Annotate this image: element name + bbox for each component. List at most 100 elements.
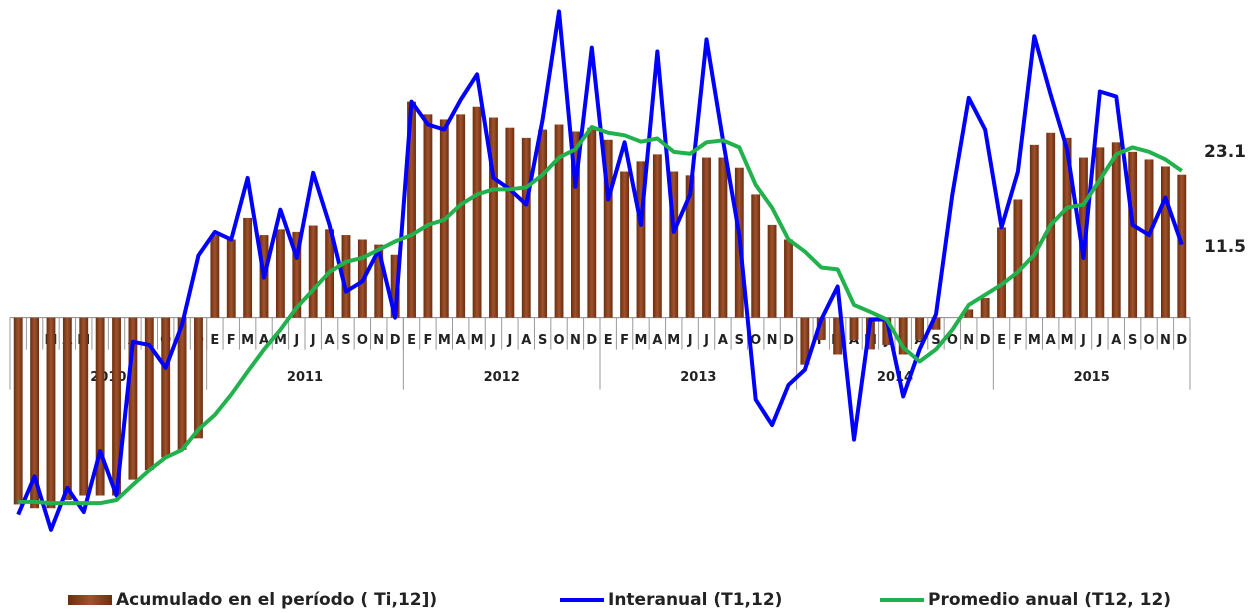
- x-tick-label: J: [310, 333, 316, 348]
- legend-label: Interanual (T1,12): [608, 590, 782, 610]
- x-tick-label: O: [947, 333, 958, 348]
- bar: [997, 227, 1006, 318]
- x-tick-label: M: [471, 333, 484, 348]
- year-label: 2012: [484, 370, 520, 385]
- x-tick-label: M: [241, 333, 254, 348]
- x-tick-label: E: [604, 333, 613, 348]
- x-tick-label: M: [438, 333, 451, 348]
- x-tick-label: D: [586, 333, 597, 348]
- x-tick-label: S: [1128, 333, 1137, 348]
- bar: [702, 157, 711, 318]
- bar: [210, 235, 220, 318]
- bar: [1177, 174, 1187, 318]
- bar: [62, 317, 72, 500]
- bar: [128, 317, 138, 480]
- x-tick-label: N: [767, 333, 778, 348]
- x-tick-label: N: [963, 333, 974, 348]
- bar: [784, 239, 793, 318]
- x-tick-label: M: [274, 333, 287, 348]
- bar: [505, 127, 515, 318]
- x-tick-label: A: [915, 333, 925, 348]
- bar: [95, 317, 105, 496]
- bar: [292, 231, 302, 318]
- bar: [30, 317, 40, 509]
- bar: [1160, 166, 1170, 318]
- bar: [800, 317, 810, 365]
- line: [16, 9, 1184, 532]
- x-tick-label: J: [703, 333, 709, 348]
- x-tick-label: J: [506, 333, 512, 348]
- year-label: 2010: [90, 370, 126, 385]
- bar: [456, 114, 466, 318]
- x-tick-label: J: [293, 333, 299, 348]
- bar: [1013, 199, 1023, 318]
- x-tick-label: O: [553, 333, 564, 348]
- bar: [669, 171, 679, 318]
- bar: [685, 175, 695, 318]
- legend-label: Acumulado en el período ( Ti,12]): [116, 590, 437, 610]
- x-tick-label: J: [687, 333, 693, 348]
- x-tick-label: J: [1096, 333, 1102, 348]
- bar: [570, 131, 580, 318]
- bar: [1095, 147, 1105, 318]
- year-label: 2014: [877, 370, 913, 385]
- x-tick-label: S: [931, 333, 940, 348]
- bar: [489, 117, 498, 318]
- x-tick-label: A: [456, 333, 466, 348]
- bar: [177, 317, 187, 450]
- bar: [194, 317, 203, 439]
- bar: [964, 309, 974, 318]
- bar: [1029, 144, 1039, 318]
- bar: [603, 139, 613, 318]
- x-tick-label: F: [423, 333, 432, 348]
- x-tick-label: A: [259, 333, 269, 348]
- x-tick-label: N: [570, 333, 581, 348]
- bar: [587, 127, 597, 318]
- x-tick-label: F: [817, 333, 826, 348]
- bar: [13, 317, 23, 505]
- year-label: 2011: [287, 370, 323, 385]
- bar: [521, 137, 531, 318]
- bar: [46, 317, 56, 509]
- x-tick-label: J: [1080, 333, 1086, 348]
- x-tick-label: O: [1143, 333, 1154, 348]
- year-label: 2015: [1074, 370, 1110, 385]
- bar: [144, 317, 154, 471]
- x-tick-label: N: [373, 333, 384, 348]
- bar: [308, 225, 318, 318]
- bar: [226, 239, 236, 318]
- x-tick-label: F: [620, 333, 629, 348]
- x-tick-label: F: [227, 333, 236, 348]
- bar: [816, 317, 826, 340]
- bar: [112, 317, 121, 496]
- bar: [1062, 137, 1072, 318]
- bar: [538, 129, 548, 318]
- bar: [620, 171, 630, 318]
- bar: [931, 317, 941, 330]
- bar: [898, 317, 908, 355]
- x-tick-label: A: [652, 333, 662, 348]
- bar: [275, 229, 285, 318]
- bar: [79, 317, 89, 496]
- bar: [1128, 151, 1138, 318]
- x-tick-label: O: [750, 333, 761, 348]
- legend-swatch: [68, 595, 112, 605]
- bar: [1144, 159, 1154, 318]
- bar: [243, 217, 253, 318]
- bar: [374, 244, 384, 318]
- data-label: 11.5: [1204, 237, 1246, 257]
- legend-label: Promedio anual (T12, 12): [928, 590, 1171, 610]
- bar: [554, 124, 564, 318]
- bar: [833, 317, 843, 355]
- bar: [767, 224, 777, 318]
- bar: [751, 194, 761, 318]
- x-tick-label: M: [1061, 333, 1074, 348]
- x-tick-label: E: [210, 333, 219, 348]
- x-tick-label: A: [718, 333, 728, 348]
- x-tick-label: D: [980, 333, 991, 348]
- bar: [161, 317, 171, 458]
- bar: [849, 317, 859, 340]
- bar: [472, 106, 482, 318]
- bar: [341, 235, 351, 318]
- bar: [636, 161, 646, 318]
